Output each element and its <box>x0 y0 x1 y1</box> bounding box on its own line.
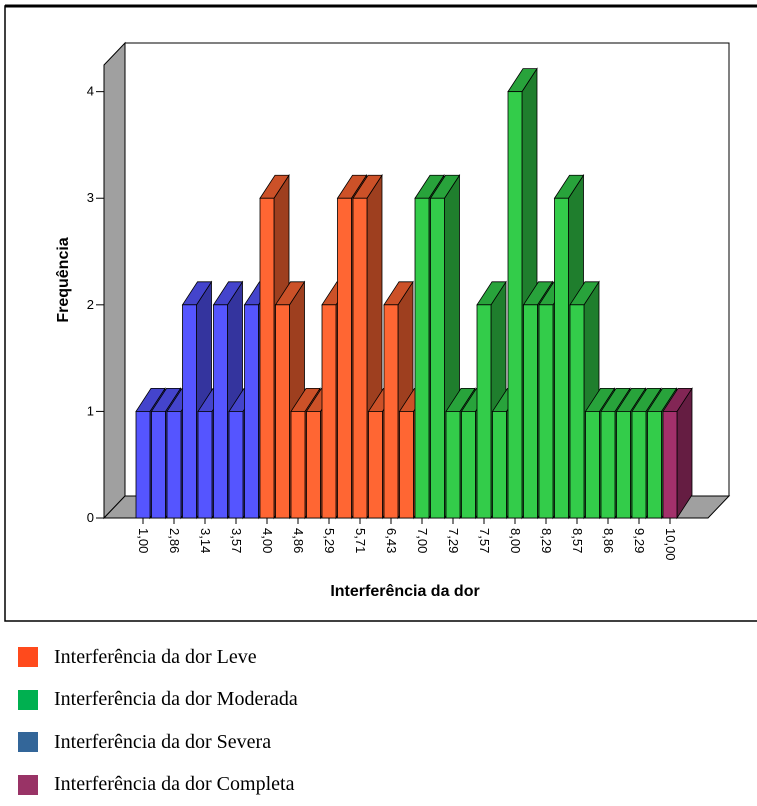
x-tick-label: 5,29 <box>322 528 337 553</box>
bar-front <box>136 411 150 518</box>
y-tick-label: 1 <box>87 403 94 418</box>
bar-front <box>617 411 631 518</box>
bar-front <box>167 411 181 518</box>
bar-front <box>555 198 569 518</box>
bar-front <box>322 305 336 518</box>
bar-front <box>431 198 445 518</box>
bar-front <box>539 305 553 518</box>
x-tick-label: 8,86 <box>601 528 616 553</box>
bar-front <box>415 198 429 518</box>
x-tick-label: 3,14 <box>198 528 213 553</box>
bar-front <box>276 305 290 518</box>
y-tick-label: 0 <box>87 510 94 525</box>
side-wall <box>104 43 125 518</box>
x-tick-label: 7,00 <box>415 528 430 553</box>
legend-label: Interferência da dor Completa <box>54 773 294 796</box>
legend-item: Interferência da dor Completa <box>18 764 298 806</box>
bar-front <box>307 411 321 518</box>
y-tick-label: 4 <box>87 84 94 99</box>
legend-label: Interferência da dor Leve <box>54 646 257 669</box>
x-tick-label: 1,00 <box>136 528 151 553</box>
x-tick-label: 4,00 <box>260 528 275 553</box>
legend-swatch <box>18 732 38 752</box>
bar-front <box>152 411 166 518</box>
x-tick-label: 9,29 <box>632 528 647 553</box>
x-tick-label: 8,00 <box>508 528 523 553</box>
legend-swatch <box>18 690 38 710</box>
bar-front <box>493 411 507 518</box>
bar-front <box>446 411 460 518</box>
x-tick-label: 5,71 <box>353 528 368 553</box>
legend-item: Interferência da dor Leve <box>18 636 298 679</box>
bar-front <box>400 411 414 518</box>
x-tick-label: 6,43 <box>384 528 399 553</box>
x-tick-label: 8,57 <box>570 528 585 553</box>
legend-swatch <box>18 775 38 795</box>
bar-front <box>384 305 398 518</box>
bar-front <box>338 198 352 518</box>
bar-front <box>586 411 600 518</box>
bar <box>663 388 692 518</box>
bar-front <box>462 411 476 518</box>
x-tick-label: 2,86 <box>167 528 182 553</box>
legend-item: Interferência da dor Moderada <box>18 679 298 722</box>
legend-swatch <box>18 647 38 667</box>
legend: Interferência da dor Leve Interferência d… <box>18 636 298 806</box>
y-tick-label: 2 <box>87 297 94 312</box>
x-tick-label: 8,29 <box>539 528 554 553</box>
bar-front <box>477 305 491 518</box>
bar-front <box>648 411 662 518</box>
bar-front <box>214 305 228 518</box>
x-tick-label: 4,86 <box>291 528 306 553</box>
bar-front <box>570 305 584 518</box>
legend-label: Interferência da dor Moderada <box>54 688 298 711</box>
bar-front <box>369 411 383 518</box>
bar-front <box>508 92 522 518</box>
x-tick-label: 10,00 <box>663 528 678 561</box>
bar-front <box>291 411 305 518</box>
y-tick-label: 3 <box>87 190 94 205</box>
y-axis-label: Frequência <box>55 237 72 322</box>
bar-front <box>183 305 197 518</box>
bar-front <box>524 305 538 518</box>
bar-front <box>245 305 259 518</box>
bar-front <box>663 411 677 518</box>
bar-front <box>353 198 367 518</box>
legend-label: Interferência da dor Severa <box>54 731 271 754</box>
x-tick-label: 7,57 <box>477 528 492 553</box>
bar-front <box>632 411 646 518</box>
chart: Interferência da dor Frequência 0 1 2 3 4 1,0… <box>0 0 757 630</box>
bar-front <box>229 411 243 518</box>
legend-item: Interferência da dor Severa <box>18 721 298 764</box>
x-tick-label: 3,57 <box>229 528 244 553</box>
bar-front <box>260 198 274 518</box>
x-axis-label: Interferência da dor <box>330 583 479 600</box>
x-tick-label: 7,29 <box>446 528 461 553</box>
bar-front <box>198 411 212 518</box>
bar-front <box>601 411 615 518</box>
